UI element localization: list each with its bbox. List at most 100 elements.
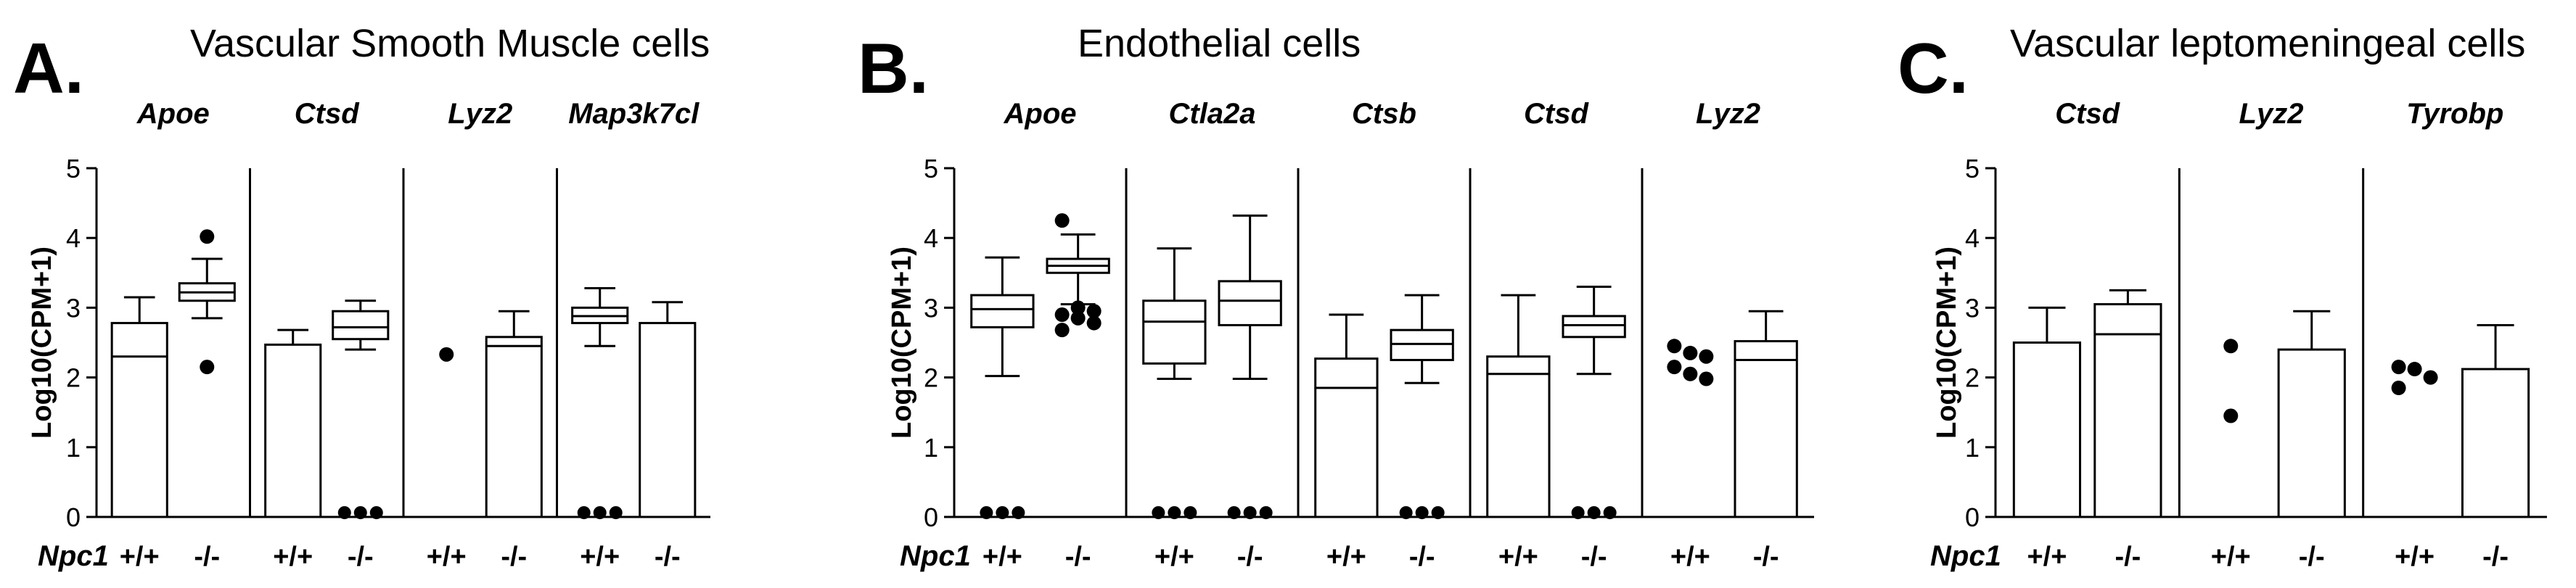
y-tick-label: 1: [66, 433, 81, 463]
y-tick-label: 4: [924, 223, 938, 253]
outlier-point: [1070, 300, 1086, 315]
group-label: +/+: [427, 542, 467, 572]
outlier-point: [980, 506, 993, 520]
group-label: +/+: [580, 542, 620, 572]
outlier-point: [337, 506, 351, 520]
group-ko: -/-: [1046, 213, 1110, 572]
box: [1218, 280, 1282, 326]
y-tick-label: 2: [1965, 363, 1980, 393]
bar: [110, 322, 168, 518]
group-wt: +/+: [571, 286, 629, 572]
group-label: +/+: [120, 542, 160, 572]
bar: [639, 322, 697, 518]
panel-letter: A.: [13, 28, 84, 108]
outlier-point: [353, 506, 367, 520]
outlier-point: [2423, 370, 2438, 385]
box: [1562, 315, 1626, 339]
gene-facet-lyz2: Lyz2 +/+ -/-: [1641, 98, 1798, 572]
group-label: -/-: [2114, 542, 2141, 572]
y-tick-label: 2: [66, 363, 81, 393]
outlier-point: [1571, 506, 1585, 520]
outlier-point: [1667, 339, 1682, 354]
gene-facet-map3k7cl: Map3k7cl +/+ -/-: [556, 98, 700, 572]
gene-name: Lyz2: [1696, 98, 1760, 130]
outlier-point: [1054, 307, 1070, 323]
group-wt: +/+: [264, 328, 322, 572]
outlier-point: [2391, 360, 2406, 375]
group-wt: +/+: [110, 296, 168, 572]
group-label: +/+: [2395, 542, 2435, 572]
group-ko: -/-: [1734, 310, 1798, 572]
outlier-point: [369, 506, 383, 520]
group-label: -/-: [348, 542, 374, 572]
outlier-point: [577, 506, 591, 520]
genotype-label: Npc1: [38, 540, 109, 572]
group-label: -/-: [1581, 542, 1607, 572]
bar: [264, 343, 322, 518]
group-label: +/+: [273, 542, 313, 572]
gene-facet-ctsd: Ctsd +/+ -/-: [1469, 98, 1626, 572]
outlier-point: [2223, 408, 2239, 423]
group-label: -/-: [655, 542, 681, 572]
y-tick-label: 2: [924, 363, 938, 393]
y-axis-label: Log10(CPM+1): [887, 247, 917, 439]
outlier-point: [1086, 304, 1102, 319]
outlier-point: [1699, 349, 1714, 364]
outlier-point: [1587, 506, 1601, 520]
panel-a: A. Vascular Smooth Muscle cells 0 1 2 3 4 5 Log1…: [13, 22, 710, 572]
bar: [485, 336, 543, 518]
y-tick-label: 3: [66, 293, 81, 323]
outlier-point: [439, 347, 454, 362]
panel-c: C. Vascular leptomeningeal cells 0 1 2 3 4 5 Log…: [1898, 22, 2547, 572]
gene-name: Ctla2a: [1168, 98, 1255, 130]
outlier-point: [1243, 506, 1257, 520]
group-wt: +/+: [970, 256, 1035, 572]
group-wt: +/+: [2211, 339, 2251, 572]
gene-facet-lyz2: Lyz2 +/+ -/-: [2178, 98, 2346, 572]
box: [1142, 299, 1207, 365]
group-ko: -/-: [1562, 286, 1626, 572]
outlier-point: [200, 360, 215, 375]
outlier-point: [1227, 506, 1241, 520]
outlier-point: [1086, 315, 1102, 331]
outlier-point: [1054, 323, 1070, 338]
bar: [2277, 348, 2346, 518]
box: [332, 310, 390, 341]
bar: [1314, 357, 1379, 518]
y-axis-label: Log10(CPM+1): [1932, 247, 1962, 439]
outlier-point: [1683, 345, 1698, 360]
gene-facet-ctsb: Ctsb +/+ -/-: [1297, 98, 1454, 572]
y-axis-label: Log10(CPM+1): [27, 247, 57, 439]
gene-name: Ctsd: [295, 98, 360, 130]
y-tick-label: 4: [1965, 223, 1980, 253]
gene-facet-apoe: Apoe +/+ -/-: [110, 98, 236, 572]
y-tick-label: 4: [66, 223, 81, 253]
genotype-label: Npc1: [900, 540, 971, 572]
group-ko: -/-: [178, 229, 236, 572]
group-wt: +/+: [1142, 247, 1207, 572]
group-label: -/-: [1237, 542, 1263, 572]
group-label: -/-: [501, 542, 527, 572]
outlier-point: [1168, 506, 1181, 520]
outlier-point: [996, 506, 1009, 520]
y-tick-label: 0: [66, 502, 81, 532]
group-label: -/-: [194, 542, 220, 572]
outlier-point: [1152, 506, 1165, 520]
y-tick-label: 5: [1965, 154, 1980, 183]
group-label: +/+: [1498, 542, 1538, 572]
group-wt: +/+: [1667, 339, 1714, 572]
outlier-point: [2407, 362, 2422, 377]
gene-facet-ctsd: Ctsd +/+ -/-: [249, 98, 390, 572]
bar: [2093, 303, 2162, 518]
gene-facet-ctsd: Ctsd +/+ -/-: [2012, 98, 2162, 572]
gene-name: Ctsd: [1524, 98, 1589, 130]
outlier-point: [1667, 360, 1682, 375]
group-wt: +/+: [1314, 313, 1379, 572]
group-wt: +/+: [427, 347, 467, 572]
y-tick-label: 5: [66, 154, 81, 183]
y-tick-label: 1: [924, 433, 938, 463]
group-ko: -/-: [1218, 214, 1282, 572]
y-tick-label: 1: [1965, 433, 1980, 463]
group-ko: -/-: [485, 310, 543, 572]
